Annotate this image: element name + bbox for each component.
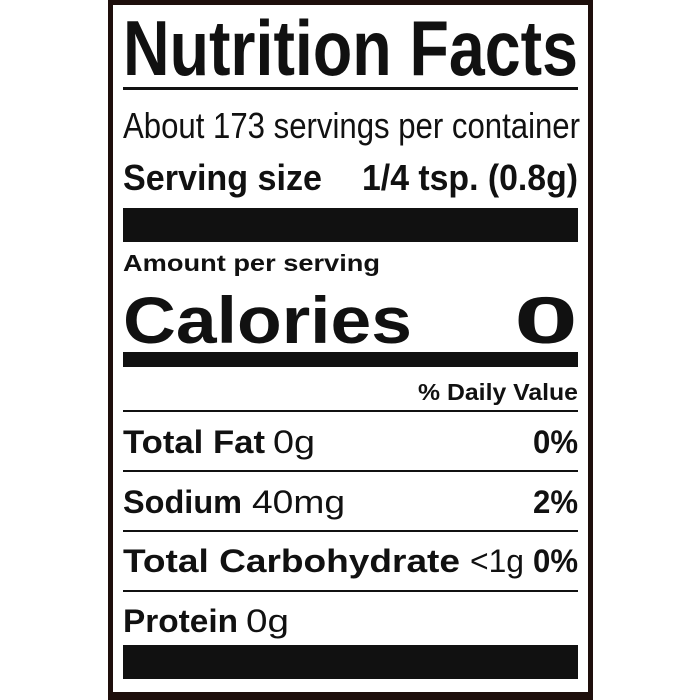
calories-value: 0 <box>514 283 578 357</box>
nutrient-dv: 0% <box>533 424 578 460</box>
thick-divider <box>123 645 578 679</box>
nutrient-row-total-carbohydrate: Total Carbohydrate <1g 0% <box>123 543 578 579</box>
nutrient-dv: 2% <box>533 484 578 520</box>
medium-divider <box>123 352 578 367</box>
nutrient-name: Total Carbohydrate <box>123 543 460 579</box>
divider <box>123 470 578 472</box>
divider <box>123 530 578 532</box>
calories-label: Calories <box>123 283 412 357</box>
nutrient-dv: 0% <box>533 543 578 579</box>
nutrient-amount: 40mg <box>252 484 345 520</box>
divider <box>123 590 578 592</box>
divider <box>123 87 578 90</box>
daily-value-header: % Daily Value <box>418 379 578 405</box>
nutrient-name: Total Fat <box>123 424 265 460</box>
serving-size-label: Serving size <box>123 157 322 198</box>
nutrient-amount: <1g <box>470 543 524 579</box>
thick-divider <box>123 208 578 242</box>
servings-per-container: About 173 servings per container <box>123 105 580 146</box>
amount-per-serving: Amount per serving <box>123 250 380 276</box>
nutrient-name: Sodium <box>123 484 242 520</box>
nutrient-row-total-fat: Total Fat 0g 0% <box>123 424 578 460</box>
nutrient-amount: 0g <box>246 603 289 639</box>
label-paper <box>113 5 588 692</box>
nutrient-amount: 0g <box>273 424 315 460</box>
label-title: Nutrition Facts <box>123 4 578 92</box>
nutrient-row-protein: Protein 0g <box>123 603 289 639</box>
nutrient-name: Protein <box>123 603 238 639</box>
nutrient-row-sodium: Sodium 40mg 2% <box>123 484 578 520</box>
serving-size-value: 1/4 tsp. (0.8g) <box>362 157 578 198</box>
divider <box>123 410 578 412</box>
